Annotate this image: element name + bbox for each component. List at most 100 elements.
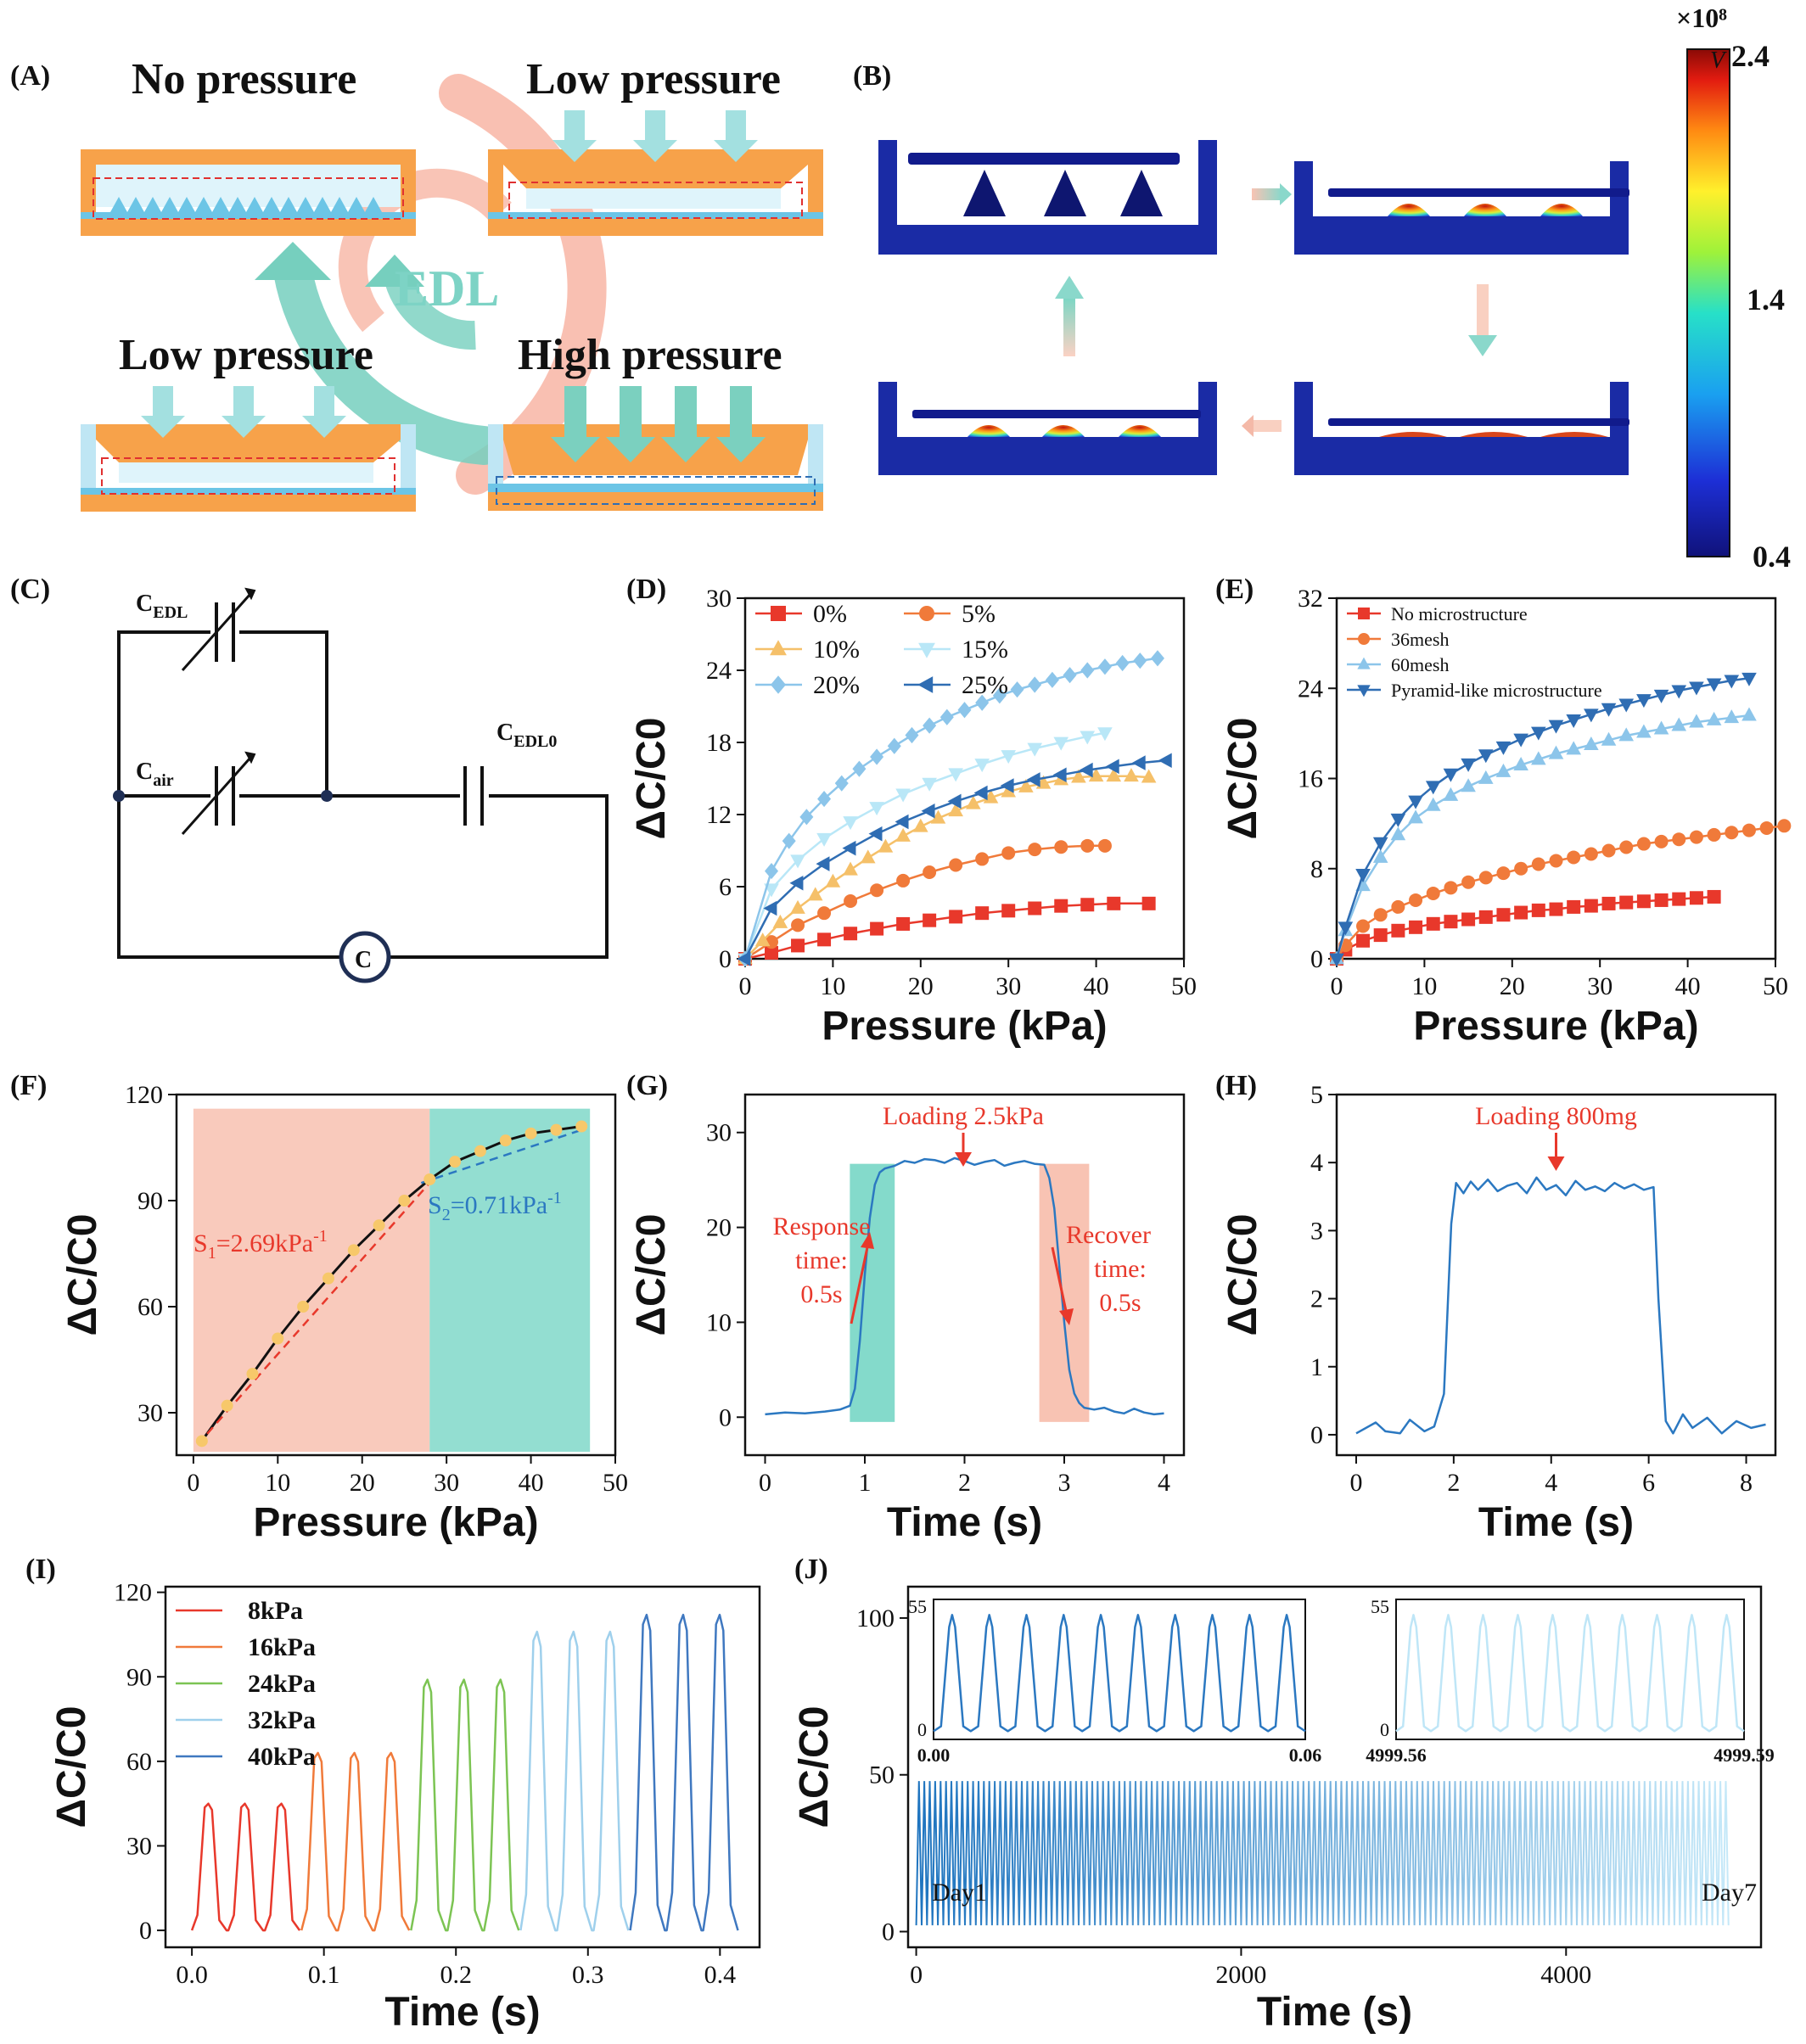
h-y-tick-label: 3 bbox=[1310, 1217, 1323, 1245]
f-ann-rest: =0.71kPa bbox=[451, 1191, 547, 1219]
d-point bbox=[887, 737, 901, 754]
g-y-tick-label: 20 bbox=[706, 1214, 732, 1242]
node-left bbox=[113, 790, 125, 802]
c-air-sub: air bbox=[153, 771, 174, 790]
d-point bbox=[1080, 898, 1095, 912]
d-point bbox=[1026, 772, 1040, 787]
j-inset-1: 4999.56 4999.59 55 0 bbox=[1366, 1596, 1775, 1766]
f-point bbox=[398, 1195, 411, 1207]
panel-label-b: (B) bbox=[853, 60, 891, 92]
e-point bbox=[1707, 889, 1721, 904]
f-ann-sub: 2 bbox=[442, 1206, 451, 1224]
e-point bbox=[1496, 908, 1511, 922]
j-main-signal bbox=[915, 1781, 1730, 1926]
d-point bbox=[1027, 742, 1043, 757]
f-point bbox=[221, 1399, 233, 1412]
j-x-tick-label: 4000 bbox=[1540, 1961, 1591, 1989]
e-point bbox=[1409, 893, 1423, 907]
i-x-tick-label: 0.3 bbox=[572, 1961, 604, 1989]
j-x-axis-label: Time (s) bbox=[1257, 1990, 1412, 2035]
h-arrowhead-loading-icon bbox=[1547, 1156, 1565, 1171]
d-point bbox=[973, 785, 988, 801]
e-point bbox=[1724, 709, 1740, 724]
f-y-tick-label: 90 bbox=[137, 1187, 163, 1215]
f-point bbox=[499, 1134, 512, 1147]
g-arrow-response-icon bbox=[850, 1246, 869, 1324]
d-point bbox=[1054, 899, 1068, 913]
e-point bbox=[1724, 675, 1740, 689]
e-point bbox=[1601, 731, 1617, 746]
d-point bbox=[1158, 753, 1172, 769]
e-point bbox=[1355, 868, 1371, 882]
e-point bbox=[1549, 902, 1563, 916]
d-plot-frame bbox=[743, 596, 1186, 960]
d-point bbox=[870, 883, 884, 898]
f-x-tick-label: 40 bbox=[519, 1469, 544, 1497]
c-edl-main: C bbox=[136, 591, 153, 617]
i-y-tick-label: 30 bbox=[126, 1832, 152, 1860]
i-y-tick-label: 0 bbox=[139, 1917, 152, 1945]
d-point bbox=[860, 849, 876, 864]
e-point bbox=[1654, 834, 1669, 848]
e-point bbox=[1390, 813, 1406, 827]
d-point bbox=[905, 726, 919, 744]
j-y-axis-label: ΔC/C0 bbox=[792, 1706, 837, 1828]
cycle-arrowhead-icon bbox=[255, 242, 331, 280]
f-x-tick-label: 50 bbox=[603, 1469, 628, 1497]
j-inset-x-tick-start: 4999.56 bbox=[1366, 1744, 1427, 1766]
d-point bbox=[1028, 901, 1042, 916]
d-point bbox=[1028, 676, 1042, 693]
g-annotation-response: Response bbox=[773, 1212, 871, 1240]
d-point bbox=[791, 938, 805, 953]
e-point bbox=[1443, 787, 1459, 801]
d-legend-text: 25% bbox=[962, 671, 1008, 699]
e-point bbox=[1373, 928, 1388, 943]
g-annotation-recover: Recover bbox=[1066, 1221, 1151, 1249]
d-point bbox=[1080, 838, 1095, 853]
d-point bbox=[974, 759, 990, 773]
f-ann-sub: 1 bbox=[208, 1244, 216, 1263]
d-y-tick-label: 24 bbox=[706, 657, 732, 685]
j-inset-x-tick-start: 0.00 bbox=[917, 1744, 951, 1766]
d-point bbox=[1045, 671, 1059, 688]
d-point bbox=[816, 856, 830, 871]
h-y-tick-label: 4 bbox=[1310, 1149, 1323, 1177]
i-x-tick-label: 0.1 bbox=[308, 1961, 340, 1989]
e-point bbox=[1338, 921, 1354, 936]
chart-i: 0.0 0.1 0.2 0.3 0.4 0 30 60 90 120 Time (s) ΔC/C0 8k… bbox=[49, 1579, 761, 2035]
d-point bbox=[1105, 759, 1119, 775]
e-point bbox=[1425, 781, 1441, 795]
panel-label-f: (F) bbox=[10, 1070, 47, 1101]
d-point bbox=[1097, 658, 1112, 675]
d-point bbox=[1052, 767, 1067, 783]
e-x-tick-label: 20 bbox=[1500, 972, 1525, 1000]
d-point bbox=[1001, 904, 1016, 918]
e-x-axis-label: Pressure (kPa) bbox=[1413, 1004, 1698, 1049]
e-point bbox=[1653, 689, 1669, 703]
f-ann-main: S bbox=[428, 1191, 442, 1219]
e-x-tick-label: 30 bbox=[1587, 972, 1612, 1000]
d-point bbox=[878, 838, 894, 853]
i-plot-frame bbox=[164, 1585, 761, 1949]
i-legend-text: 40kPa bbox=[248, 1743, 316, 1771]
g-annotation-response-time: time: bbox=[795, 1246, 848, 1274]
meter-label: C bbox=[355, 947, 372, 973]
h-y-tick-label: 2 bbox=[1310, 1285, 1323, 1313]
e-point bbox=[1373, 908, 1388, 922]
g-x-axis-label: Time (s) bbox=[887, 1500, 1042, 1545]
inner-arc-teal bbox=[384, 275, 476, 350]
f-point bbox=[474, 1145, 486, 1157]
e-x-tick-label: 50 bbox=[1763, 972, 1788, 1000]
d-point bbox=[790, 899, 805, 914]
e-point bbox=[1329, 953, 1344, 967]
e-point bbox=[1513, 756, 1528, 770]
e-point bbox=[1496, 866, 1511, 881]
j-x-tick-label: 0 bbox=[910, 1961, 923, 1989]
d-x-axis-label: Pressure (kPa) bbox=[822, 1004, 1107, 1049]
d-point bbox=[1028, 843, 1042, 857]
g-arrowhead-recover-icon bbox=[1059, 1308, 1074, 1325]
chart-f: 0 10 20 30 40 50 30 60 90 120 Pressure (kPa) ΔC/C0 S… bbox=[60, 1081, 628, 1545]
i-legend: 8kPa 16kPa 24kPa 32kPa 40kPa bbox=[176, 1597, 316, 1771]
